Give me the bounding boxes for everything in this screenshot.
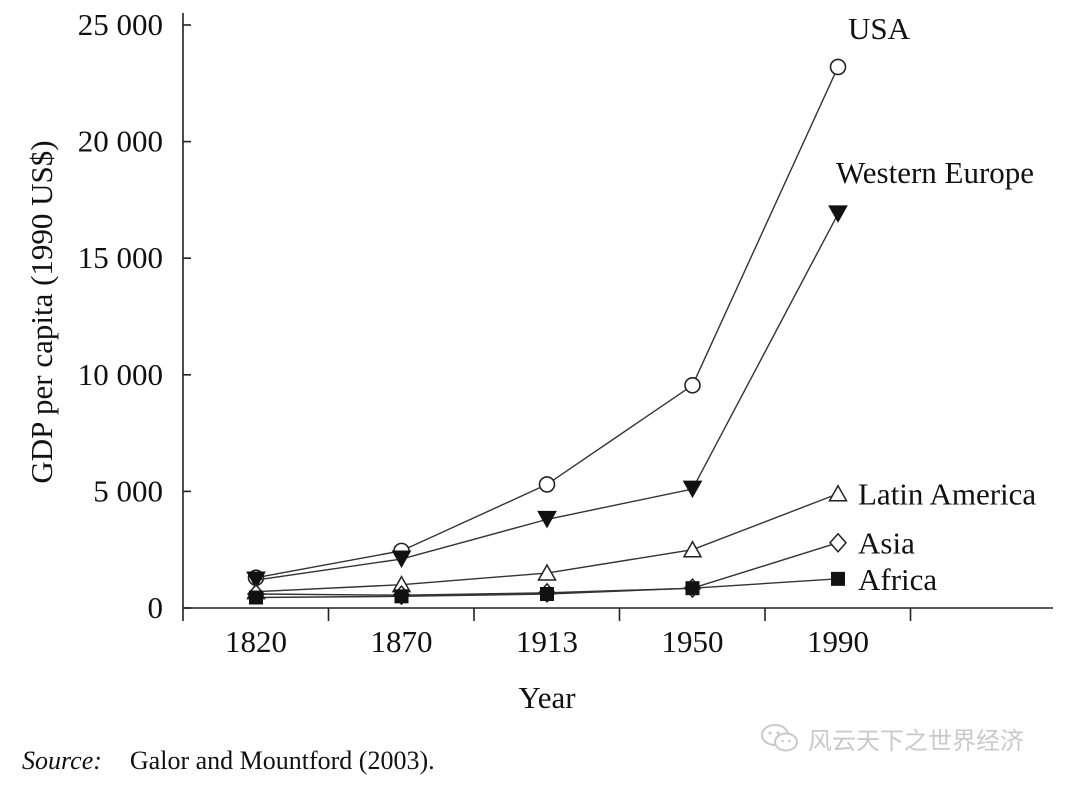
data-point (682, 480, 703, 499)
series-label: Asia (858, 526, 915, 561)
y-tick-label: 20 000 (78, 124, 163, 159)
data-point (682, 540, 703, 558)
series-line (255, 66, 839, 579)
data-point (246, 571, 266, 590)
data-point (249, 590, 263, 605)
data-point (828, 532, 848, 553)
x-tick-label: 1870 (371, 624, 433, 659)
series-africa: Africa (249, 562, 937, 605)
data-point (538, 476, 556, 493)
data-point (684, 376, 701, 394)
y-tick-label: 5 000 (93, 473, 163, 508)
x-tick-label: 1950 (662, 624, 724, 659)
series-western-europe: Western Europe (246, 155, 1034, 590)
data-point (394, 589, 409, 604)
y-tick-label: 10 000 (78, 357, 163, 392)
series-label: USA (848, 11, 911, 46)
series-label: Western Europe (836, 155, 1034, 190)
data-point (829, 58, 847, 76)
data-point (537, 510, 557, 529)
data-point (391, 550, 412, 569)
data-point (828, 484, 848, 502)
y-tick-label: 0 (148, 590, 164, 625)
y-axis-title: GDP per capita (1990 US$) (24, 140, 59, 483)
axes: 0 5 000 10 000 15 000 20 000 25 000 1820 1870 19… (78, 7, 1053, 659)
series-label: Latin America (858, 477, 1036, 512)
chat-bubbles-icon (761, 724, 798, 752)
source-separator: : (93, 746, 102, 775)
data-point (537, 563, 557, 581)
data-point (540, 587, 554, 602)
source-label: Source (22, 746, 94, 775)
watermark: 风云天下之世界经济 (760, 718, 1024, 758)
source-note: Source: Galor and Mountford (2003). (22, 746, 435, 776)
x-axis-title: Year (518, 680, 576, 715)
watermark-text: 风云天下之世界经济 (808, 726, 1024, 755)
series-label: Africa (858, 562, 937, 597)
x-tick-label: 1990 (807, 624, 869, 659)
source-text: Galor and Mountford (2003). (129, 746, 435, 775)
x-tick-label: 1913 (516, 624, 578, 659)
y-tick-label: 25 000 (78, 7, 163, 42)
y-tick-label: 15 000 (78, 240, 163, 275)
x-tick-label: 1820 (225, 624, 287, 659)
data-point (828, 205, 848, 223)
series-usa: USA (247, 11, 911, 586)
data-point (685, 581, 700, 596)
data-point (831, 571, 845, 586)
